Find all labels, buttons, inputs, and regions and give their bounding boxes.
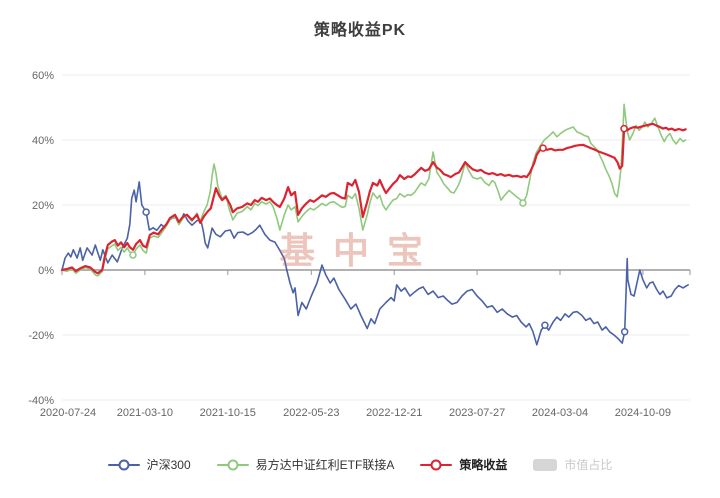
data-point-marker[interactable] [541, 321, 549, 329]
x-axis-label: 2024-03-04 [532, 407, 588, 419]
line-chart-plot[interactable]: 60% 40% 20% 0% -20% -40%2020-07-24 2021-03-10 2… [0, 0, 720, 432]
data-point-marker[interactable] [620, 124, 628, 133]
legend-label: 市值占比 [564, 458, 613, 472]
legend-label: 沪深300 [146, 458, 191, 472]
series-line-dividend-etf[interactable] [61, 103, 687, 277]
data-point-marker[interactable] [539, 144, 547, 152]
legend-rect-swatch-icon [533, 459, 558, 471]
legend-item-csi300[interactable]: 沪深300 [107, 458, 191, 472]
data-point-marker[interactable] [519, 199, 527, 207]
y-axis-label: 20% [32, 200, 54, 212]
y-axis-label: 60% [32, 70, 54, 82]
chart-legend: 沪深300 易方达中证红利ETF联接A 策略收益 市值占比 [0, 458, 720, 472]
series-line-strategy[interactable] [60, 122, 687, 275]
x-axis-label: 2021-03-10 [117, 407, 173, 419]
x-axis-label: 2022-05-23 [283, 407, 339, 419]
y-axis-label: 40% [32, 135, 54, 147]
legend-line-circle-icon [107, 459, 140, 471]
data-point-marker[interactable] [142, 208, 150, 216]
x-axis-label: 2023-07-27 [449, 407, 505, 419]
data-point-marker[interactable] [129, 251, 137, 259]
legend-item-strategy[interactable]: 策略收益 [420, 458, 507, 472]
legend-item-market-cap-ratio[interactable]: 市值占比 [533, 458, 612, 472]
y-axis-label: 0% [38, 265, 54, 277]
chart-title: 策略收益PK [313, 22, 407, 39]
legend-item-dividend-etf[interactable]: 易方达中证红利ETF联接A [216, 458, 395, 472]
x-axis-label: 2024-10-09 [615, 407, 671, 419]
x-axis-label: 2020-07-24 [40, 407, 96, 419]
x-axis-label: 2021-10-15 [200, 407, 256, 419]
legend-label: 策略收益 [459, 458, 508, 472]
legend-label: 易方达中证红利ETF联接A [255, 458, 395, 472]
x-axis-label: 2022-12-21 [366, 407, 422, 419]
legend-line-circle-icon [420, 459, 453, 471]
y-axis-label: -20% [28, 330, 54, 342]
y-axis-label: -40% [28, 395, 54, 407]
legend-line-circle-icon [216, 459, 249, 471]
data-point-marker[interactable] [620, 328, 629, 336]
series-line-csi300[interactable] [61, 181, 689, 346]
